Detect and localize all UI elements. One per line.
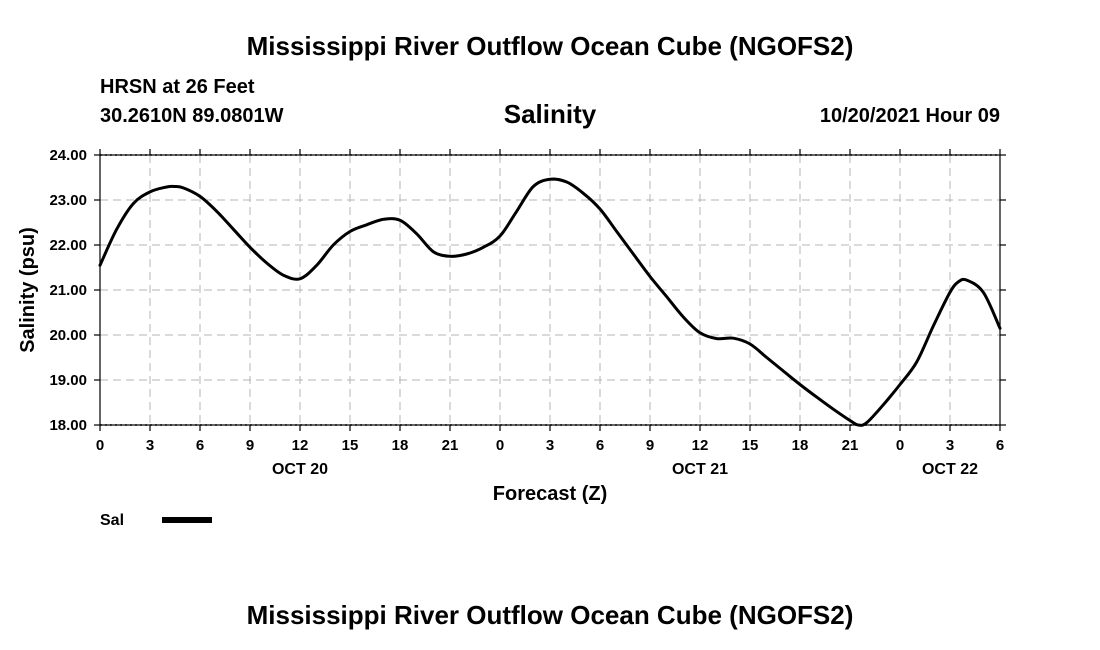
page-title: Mississippi River Outflow Ocean Cube (NG… [246, 31, 854, 61]
x-tick-label: 3 [146, 437, 154, 454]
y-tick-label: 23.00 [49, 192, 87, 209]
x-tick-label: 15 [342, 437, 359, 454]
x-tick-label: 18 [792, 437, 809, 454]
grid-layer [100, 154, 1000, 426]
y-tick-label: 24.00 [49, 147, 87, 164]
footer-title: Mississippi River Outflow Ocean Cube (NG… [246, 600, 854, 630]
x-tick-label: 6 [196, 437, 204, 454]
x-tick-label: 9 [646, 437, 654, 454]
x-tick-label: 12 [292, 437, 309, 454]
y-tick-label: 18.00 [49, 417, 87, 434]
x-tick-label: 0 [496, 437, 504, 454]
x-axis-title: Forecast (Z) [493, 483, 607, 505]
run-time: 10/20/2021 Hour 09 [819, 105, 1000, 127]
date-label: OCT 21 [672, 461, 728, 478]
x-tick-label: 15 [742, 437, 759, 454]
date-label: OCT 22 [922, 461, 978, 478]
y-tick-label: 20.00 [49, 327, 87, 344]
x-tick-label: 0 [96, 437, 104, 454]
station-name: HRSN at 26 Feet [100, 76, 255, 98]
x-tick-label: 12 [692, 437, 709, 454]
x-tick-label: 3 [546, 437, 554, 454]
station-coordinates: 30.2610N 89.0801W [100, 105, 284, 127]
label-layer: 18.00 19.00 20.00 21.00 22.00 23.00 24.00 0 3 6 9 1… [49, 147, 1004, 478]
salinity-series-line [98, 177, 1002, 427]
tick-layer [94, 149, 1006, 431]
y-tick-label: 21.00 [49, 282, 87, 299]
x-tick-label: 6 [596, 437, 604, 454]
x-tick-label: 0 [896, 437, 904, 454]
date-label: OCT 20 [272, 461, 328, 478]
x-tick-label: 6 [996, 437, 1004, 454]
x-tick-label: 9 [246, 437, 254, 454]
x-tick-label: 21 [442, 437, 459, 454]
y-tick-label: 19.00 [49, 372, 87, 389]
y-axis-title: Salinity (psu) [17, 227, 39, 353]
x-tick-label: 21 [842, 437, 859, 454]
x-tick-label: 3 [946, 437, 954, 454]
legend-label: Sal [100, 512, 124, 529]
chart-title: Salinity [503, 99, 597, 129]
x-tick-label: 18 [392, 437, 409, 454]
y-tick-label: 22.00 [49, 237, 87, 254]
